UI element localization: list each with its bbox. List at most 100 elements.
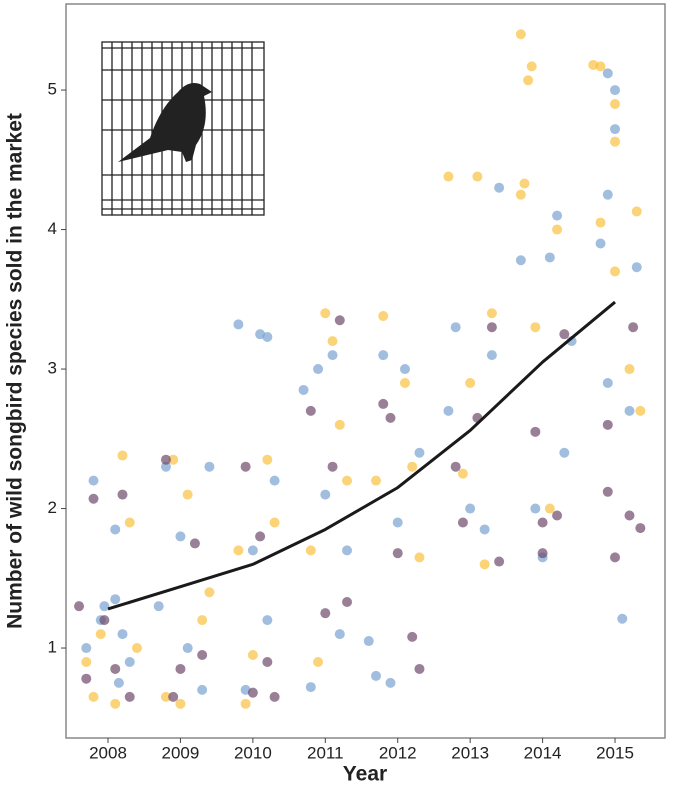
point [88, 475, 99, 486]
point [494, 556, 505, 567]
point [371, 670, 382, 681]
point [602, 377, 613, 388]
point [197, 650, 208, 661]
point [617, 613, 628, 624]
x-tick-label: 2009 [162, 743, 200, 762]
point [552, 210, 563, 221]
point [595, 238, 606, 249]
point [88, 493, 99, 504]
point [81, 656, 92, 667]
point [399, 364, 410, 375]
point [544, 503, 555, 514]
point [378, 311, 389, 322]
point [204, 461, 215, 472]
x-tick-label: 2011 [307, 743, 344, 762]
point [342, 596, 353, 607]
point [414, 447, 425, 458]
point [175, 663, 186, 674]
point [247, 545, 258, 556]
point [526, 61, 537, 72]
point [457, 468, 468, 479]
point [530, 322, 541, 333]
point [204, 587, 215, 598]
point [334, 315, 345, 326]
x-tick-label: 2012 [379, 743, 417, 762]
point [124, 691, 135, 702]
x-tick-label: 2008 [89, 743, 127, 762]
point [117, 489, 128, 500]
point [313, 364, 324, 375]
point [320, 608, 331, 619]
point [262, 331, 273, 342]
point [182, 643, 193, 654]
point [240, 461, 251, 472]
y-tick-label: 5 [48, 80, 57, 99]
cage-icon [101, 41, 265, 216]
point [110, 524, 121, 535]
y-tick-label: 4 [48, 219, 57, 238]
point [450, 322, 461, 333]
point [602, 419, 613, 430]
point [113, 677, 124, 688]
point [631, 262, 642, 273]
point [628, 322, 639, 333]
point [559, 447, 570, 458]
point [515, 29, 526, 40]
point [99, 615, 110, 626]
point [624, 510, 635, 521]
point [479, 559, 490, 570]
point [486, 308, 497, 319]
point [305, 405, 316, 416]
point [414, 663, 425, 674]
point [327, 350, 338, 361]
point [631, 206, 642, 217]
point [479, 524, 490, 535]
point [407, 461, 418, 472]
point [168, 454, 179, 465]
point [465, 377, 476, 388]
point [385, 412, 396, 423]
point [537, 548, 548, 559]
point [407, 631, 418, 642]
point [320, 308, 331, 319]
point [399, 377, 410, 388]
point [519, 178, 530, 189]
point [110, 663, 121, 674]
point [486, 322, 497, 333]
point [392, 548, 403, 559]
point [175, 698, 186, 709]
point [443, 171, 454, 182]
point [378, 350, 389, 361]
x-tick-label: 2014 [524, 743, 562, 762]
point [327, 461, 338, 472]
point [378, 398, 389, 409]
point [494, 182, 505, 193]
point [233, 545, 244, 556]
point [624, 364, 635, 375]
point [305, 545, 316, 556]
point [610, 136, 621, 147]
point [515, 255, 526, 266]
point [117, 450, 128, 461]
point [182, 489, 193, 500]
point [450, 461, 461, 472]
point [602, 486, 613, 497]
point [233, 319, 244, 330]
point [81, 643, 92, 654]
point [334, 629, 345, 640]
point [131, 643, 142, 654]
point [298, 384, 309, 395]
point [610, 124, 621, 135]
point [465, 503, 476, 514]
point [262, 615, 273, 626]
point [610, 85, 621, 96]
point [124, 656, 135, 667]
point [602, 189, 613, 200]
point [262, 454, 273, 465]
point [247, 650, 258, 661]
point [305, 682, 316, 693]
point [472, 171, 483, 182]
x-tick-label: 2015 [596, 743, 634, 762]
point [160, 454, 171, 465]
